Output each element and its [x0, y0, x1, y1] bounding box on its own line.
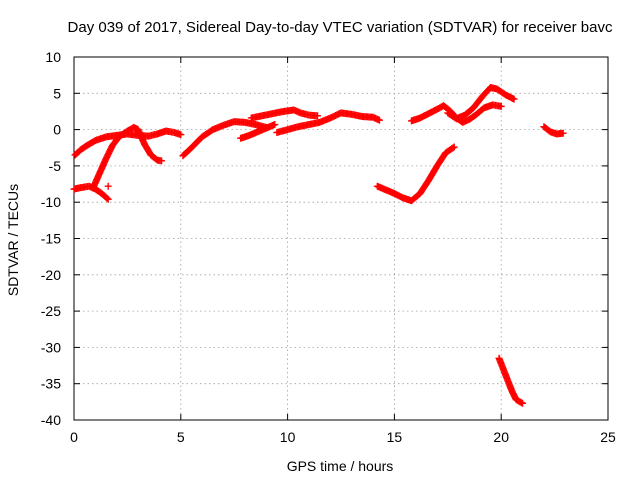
y-tick-label: -40	[41, 412, 61, 428]
series-arc-5	[237, 121, 279, 142]
series-arc-10	[444, 83, 518, 123]
data-point	[559, 129, 567, 137]
y-tick-label: -20	[41, 267, 61, 283]
series-arc-8	[373, 143, 458, 205]
data-points	[70, 83, 567, 407]
data-point	[519, 399, 527, 407]
x-tick-label: 15	[387, 429, 403, 445]
y-tick-label: -30	[41, 339, 61, 355]
series-arc-4	[179, 118, 270, 160]
data-point	[497, 102, 505, 110]
series-arc-2	[70, 182, 112, 203]
y-tick-label: -10	[41, 194, 61, 210]
x-tick-label: 5	[177, 429, 185, 445]
series-arc-6	[247, 106, 322, 122]
y-tick-label: 0	[53, 122, 61, 138]
series-arc-12	[540, 123, 567, 138]
series-arc-11	[495, 354, 527, 407]
data-point	[375, 116, 383, 124]
y-tick-label: 5	[53, 85, 61, 101]
data-point	[177, 131, 185, 139]
grid	[74, 57, 608, 420]
y-tick-label: -25	[41, 303, 61, 319]
x-tick-label: 10	[280, 429, 296, 445]
x-tick-label: 25	[600, 429, 616, 445]
y-tick-label: 10	[45, 49, 61, 65]
data-point	[158, 157, 166, 165]
data-point	[510, 95, 518, 103]
x-axis-label: GPS time / hours	[287, 458, 394, 474]
data-point	[517, 399, 525, 407]
data-point	[450, 143, 458, 151]
x-tick-label: 20	[493, 429, 509, 445]
data-point	[449, 144, 457, 152]
data-point	[104, 182, 112, 190]
data-point	[104, 195, 112, 203]
y-tick-label: -5	[49, 158, 62, 174]
y-axis-label: SDTVAR / TECUs	[5, 184, 21, 296]
series-arc-7	[273, 109, 383, 137]
data-point	[314, 112, 322, 120]
y-tick-label: -35	[41, 376, 61, 392]
chart-title: Day 039 of 2017, Sidereal Day-to-day VTE…	[68, 19, 613, 36]
data-point	[271, 121, 279, 129]
data-point	[103, 194, 111, 202]
axes: 0 5 10 15 20 25 10 5 0 -5 -10 -15 -20 -25 -30 -35 -40	[41, 49, 616, 445]
series-isolated	[104, 182, 112, 190]
x-tick-label: 0	[70, 429, 78, 445]
y-tick-label: -15	[41, 231, 61, 247]
series-arc-3	[89, 123, 166, 192]
